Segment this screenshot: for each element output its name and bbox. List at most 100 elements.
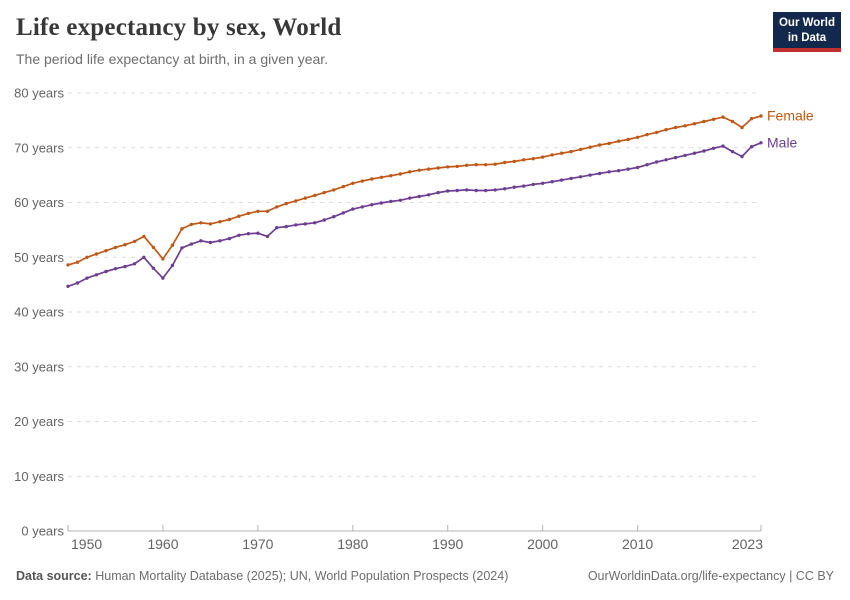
y-tick-label: 20 years [14,414,64,429]
male-data-point [313,221,317,225]
male-data-point [522,184,526,188]
male-data-point [588,173,592,177]
female-data-point [199,221,203,225]
male-data-point [246,232,251,236]
female-data-point [730,119,735,124]
y-tick-label: 0 years [21,524,64,539]
series-label-male: Male [767,134,798,150]
male-data-point [408,196,412,200]
female-data-point [360,179,364,183]
male-data-point [256,231,260,235]
female-data-point [654,130,659,135]
male-data-point [189,242,194,246]
female-data-point [237,214,241,218]
x-tick-label: 1960 [147,536,178,552]
y-tick-label: 10 years [14,469,64,484]
male-data-point [351,207,355,211]
female-data-point [474,163,478,167]
male-data-point [740,154,744,159]
male-data-point [94,273,99,277]
male-data-point [132,262,137,266]
male-data-point [635,165,640,170]
male-data-point [398,198,402,202]
male-data-point [749,145,754,149]
female-data-point [85,255,89,259]
male-data-point [294,223,298,227]
female-data-point [702,119,706,124]
male-data-point [721,144,725,148]
y-tick-label: 40 years [14,305,64,320]
page-title: Life expectancy by sex, World [16,14,342,41]
x-tick-label: 1970 [242,536,273,552]
male-data-point [465,188,469,192]
male-data-point [227,236,232,241]
male-data-point [199,239,203,243]
female-data-point [313,193,317,198]
female-data-point [208,222,213,226]
male-data-point [218,239,222,243]
female-data-point [635,135,640,139]
male-data-point [170,263,175,268]
male-data-point [275,226,279,230]
female-data-point [692,122,697,126]
male-data-point [75,281,80,285]
female-data-point [113,245,118,250]
owid-logo-line1: Our World [778,17,835,29]
female-data-point [275,205,279,209]
data-source-text: Human Mortality Database (2025); UN, Wor… [95,569,509,583]
x-tick-label: 2023 [732,536,763,552]
female-data-point [417,168,421,172]
x-tick-label: 1950 [71,536,102,552]
male-data-point [389,199,393,204]
male-data-point [446,189,450,193]
female-data-point [379,175,383,179]
female-data-point [550,153,554,157]
owid-logo-line2: in Data [787,32,827,44]
female-data-point [142,234,146,239]
male-data-point [455,188,459,193]
female-line [67,115,762,266]
female-data-point [332,188,336,192]
female-data-point [721,115,725,119]
female-data-point [227,217,232,222]
male-data-point [151,266,156,270]
male-data-point [759,141,763,145]
x-tick-label: 2010 [622,536,653,552]
male-data-point [683,153,687,158]
male-data-point [360,205,364,209]
female-data-point [759,114,763,118]
female-data-point [341,184,345,189]
male-data-point [379,201,383,205]
male-data-point [237,233,241,237]
y-tick-label: 50 years [14,250,64,265]
male-data-point [208,240,213,245]
female-data-point [189,222,194,227]
male-data-point [569,176,573,181]
female-data-point [151,245,156,250]
female-data-point [446,165,450,169]
male-data-point [332,215,336,219]
female-data-point [322,190,326,195]
female-data-point [664,128,668,132]
male-data-point [730,149,735,154]
male-data-point [541,181,545,185]
female-data-point [66,263,70,267]
data-source-label: Data source: [16,569,92,583]
male-data-point [664,158,668,162]
male-data-point [123,264,127,269]
owid-logo: Our World in Data [772,12,841,52]
y-tick-label: 60 years [14,195,64,210]
female-data-point [180,227,184,231]
female-data-point [284,201,288,206]
male-data-point [265,234,270,239]
female-data-point [294,199,298,203]
y-tick-label: 80 years [14,86,64,101]
x-tick-label: 1990 [432,536,463,552]
male-data-point [322,218,326,222]
female-data-point [749,117,754,121]
female-data-point [75,260,80,264]
line-chart: 0 years 10 years 20 years 30 years 40 years 5… [14,86,814,553]
credit-link[interactable]: OurWorldinData.org/life-expectancy | CC … [587,569,834,583]
male-data-point [284,224,288,229]
